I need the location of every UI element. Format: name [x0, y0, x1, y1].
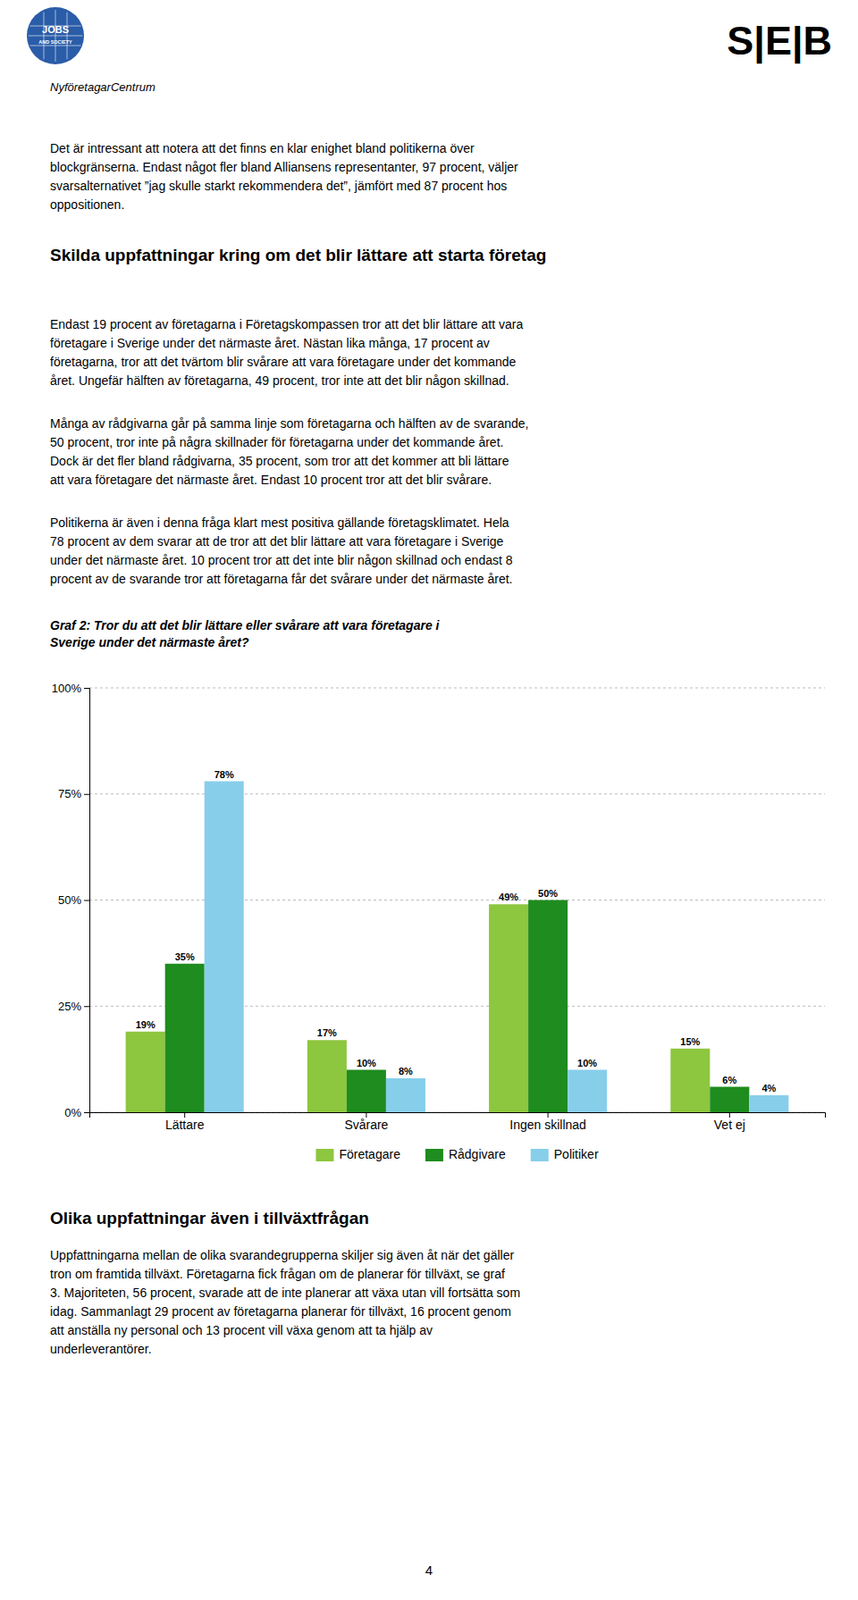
logo-text: JOBS [42, 24, 69, 35]
tick: Svårare [344, 1112, 388, 1133]
bar [307, 1040, 347, 1113]
tick-mark [84, 1112, 90, 1114]
bar [386, 1078, 426, 1113]
legend-label: Politiker [554, 1147, 599, 1162]
logo-text: S|E|B [726, 17, 833, 65]
tick-mark [84, 900, 90, 902]
logo-text: AND SOCIETY [38, 39, 73, 45]
data-label: 19% [135, 1019, 156, 1031]
logo-line [55, 9, 57, 62]
legend-swatch [315, 1149, 334, 1162]
paragraph: Många av rådgivarna går på samma linje s… [50, 416, 529, 488]
tick: Vet ej [714, 1112, 746, 1133]
tick-label: 50% [58, 893, 82, 908]
data-label: 15% [680, 1036, 700, 1048]
bar [126, 1032, 166, 1113]
paragraph: Politikerna är även i denna fråga klart … [50, 515, 514, 587]
tick-label: Lättare [165, 1118, 205, 1133]
axis-line [84, 689, 91, 1114]
tick-label: 0% [64, 1106, 82, 1120]
chart-title: Graf 2: Tror du att det blir lättare ell… [50, 618, 441, 650]
chart: 19% 17% 49% 15% 35% 10% 50% 6% 78% 8% 10% 4% 0% 25% 50… [51, 681, 826, 1133]
legend-item: Företagare [315, 1147, 401, 1162]
logo-globe [26, 7, 85, 65]
legend-label: Företagare [338, 1147, 401, 1162]
grid-line [89, 793, 825, 795]
data-label: 8% [398, 1066, 413, 1077]
tick: 25% [58, 1000, 90, 1014]
data-label: 10% [356, 1058, 377, 1069]
tick-label: Vet ej [714, 1118, 746, 1133]
data-label: 4% [761, 1083, 776, 1094]
page: JOBS AND SOCIETY S|E|B NyföretagarCentrum De… [0, 0, 858, 1600]
paragraph: Det är intressant att notera att det fin… [50, 141, 519, 212]
data-label: 6% [722, 1075, 737, 1086]
tick: 0% [64, 1106, 90, 1120]
bar [670, 1049, 710, 1113]
x-axis: Lättare Svårare Ingen skillnad Vet ej [90, 1112, 826, 1133]
bar [567, 1070, 607, 1114]
data-label: 78% [214, 769, 235, 781]
tick: 50% [58, 893, 90, 908]
bar [488, 904, 529, 1113]
y-axis: 0% 25% 50% 75% 100% [51, 681, 91, 1120]
bar [346, 1070, 387, 1114]
bar [709, 1087, 749, 1114]
tick-label: 100% [51, 681, 83, 696]
data-label: 49% [498, 891, 519, 903]
bar [748, 1095, 789, 1113]
bar [528, 900, 568, 1114]
tick: Ingen skillnad [509, 1112, 587, 1133]
grid-line [89, 900, 825, 901]
legend-swatch [530, 1149, 549, 1162]
logo-line [67, 12, 68, 60]
legend-swatch [425, 1149, 444, 1162]
tick-label: Ingen skillnad [509, 1118, 587, 1133]
data-label: 10% [577, 1058, 598, 1069]
tick: 75% [58, 787, 90, 801]
tick-label: Svårare [344, 1118, 388, 1133]
nfc-label: NyföretagarCentrum [50, 80, 156, 94]
grid-line [89, 688, 825, 690]
legend-label: Rådgivare [448, 1147, 506, 1162]
bar [165, 964, 205, 1113]
tick-mark [84, 1006, 90, 1008]
grid [89, 688, 825, 1113]
tick-mark [84, 688, 90, 690]
tick-label: 25% [58, 1000, 82, 1014]
legend-item: Politiker [530, 1147, 599, 1162]
tick: Lättare [165, 1112, 205, 1133]
data-label: 35% [175, 951, 195, 963]
data-label: 17% [317, 1027, 337, 1039]
paragraph: Uppfattningarna mellan de olika svarande… [50, 1248, 521, 1357]
section-title: Skilda uppfattningar kring om det blir l… [50, 245, 547, 265]
tick-mark [84, 794, 90, 796]
legend: Företagare Rådgivare Politiker [315, 1147, 598, 1162]
tick-label: 75% [58, 787, 82, 801]
paragraph: Endast 19 procent av företagarna i Föret… [50, 317, 523, 388]
tick: 100% [51, 681, 90, 696]
data-labels: 19% 17% 49% 15% 35% 10% 50% 6% 78% 8% 10% 4% [135, 769, 777, 1095]
bars [126, 782, 790, 1114]
page-number: 4 [425, 1563, 433, 1579]
legend-item: Rådgivare [425, 1147, 506, 1162]
section-title: Olika uppfattningar även i tillväxtfråga… [50, 1209, 370, 1229]
bar [204, 782, 244, 1114]
data-label: 50% [538, 888, 558, 900]
logo-line [43, 12, 45, 60]
